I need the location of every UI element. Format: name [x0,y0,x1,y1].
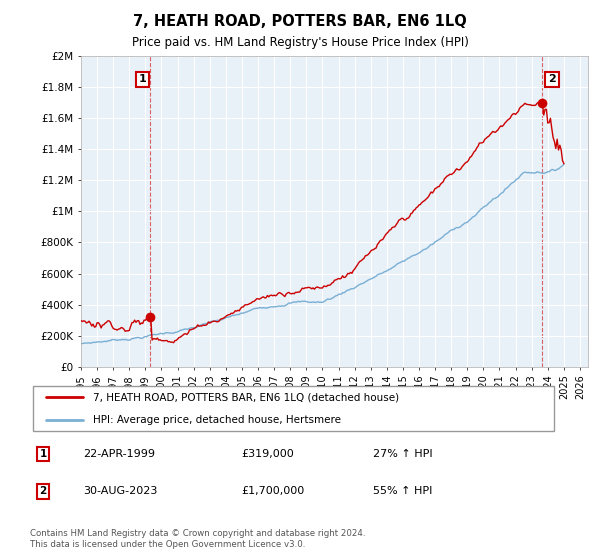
FancyBboxPatch shape [32,386,554,431]
Text: 7, HEATH ROAD, POTTERS BAR, EN6 1LQ: 7, HEATH ROAD, POTTERS BAR, EN6 1LQ [133,14,467,29]
Text: 1: 1 [40,449,47,459]
Text: Contains HM Land Registry data © Crown copyright and database right 2024.
This d: Contains HM Land Registry data © Crown c… [30,529,365,549]
Text: 27% ↑ HPI: 27% ↑ HPI [373,449,433,459]
Text: £1,700,000: £1,700,000 [241,486,304,496]
Text: 7, HEATH ROAD, POTTERS BAR, EN6 1LQ (detached house): 7, HEATH ROAD, POTTERS BAR, EN6 1LQ (det… [94,392,400,402]
Text: 55% ↑ HPI: 55% ↑ HPI [373,486,433,496]
Text: 22-APR-1999: 22-APR-1999 [83,449,155,459]
Text: HPI: Average price, detached house, Hertsmere: HPI: Average price, detached house, Hert… [94,416,341,426]
Text: 2: 2 [40,486,47,496]
Text: 30-AUG-2023: 30-AUG-2023 [83,486,157,496]
Text: 1: 1 [138,74,146,85]
Text: £319,000: £319,000 [241,449,294,459]
Text: 2: 2 [548,74,556,85]
Text: Price paid vs. HM Land Registry's House Price Index (HPI): Price paid vs. HM Land Registry's House … [131,36,469,49]
